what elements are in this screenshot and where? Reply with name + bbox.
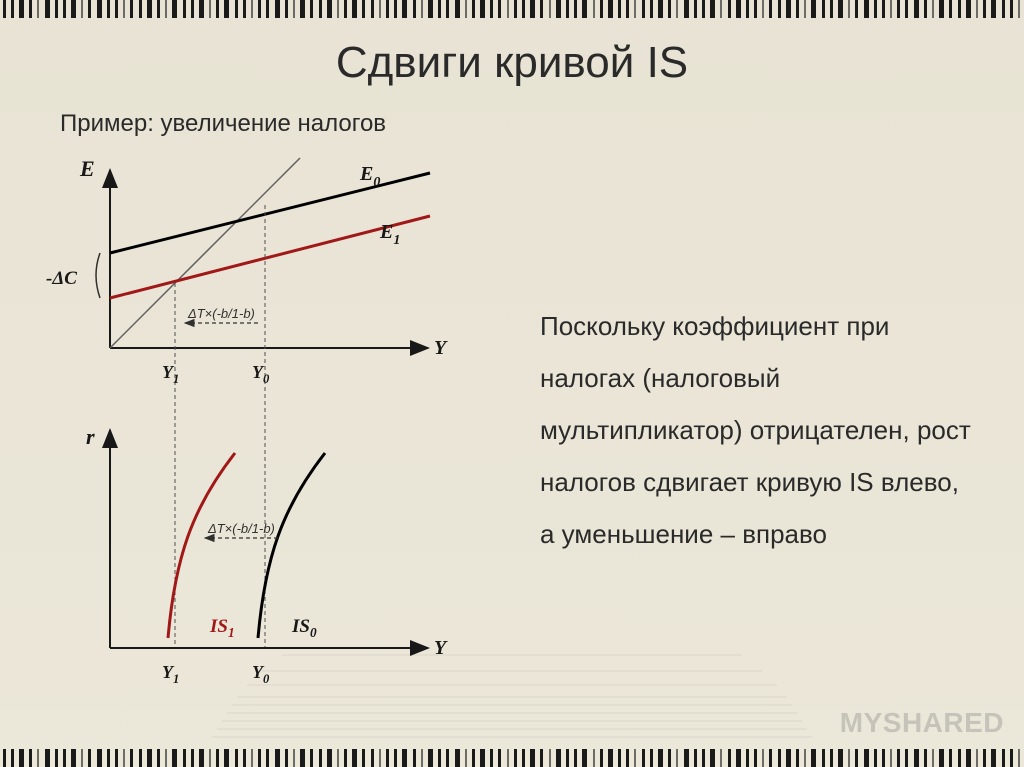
chart2-tick-y0: Y0 — [252, 662, 270, 686]
chart1-formula: ΔT×(-b/1-b) — [187, 306, 255, 321]
label-e0: E0 — [359, 163, 380, 190]
label-is0: IS0 — [291, 616, 317, 640]
chart1-tick-y1: Y1 — [162, 362, 179, 386]
chart1-y-label: E — [79, 156, 95, 181]
chart2-tick-y1: Y1 — [162, 662, 179, 686]
curve-is1 — [168, 453, 235, 638]
barcode-strip-top — [0, 0, 1024, 18]
label-is1: IS1 — [209, 616, 235, 640]
label-delta-c: -ΔC — [46, 268, 77, 289]
chart1-tick-y0: Y0 — [252, 362, 270, 386]
charts-container: ΔT×(-b/1-b) E Y E0 E1 -ΔC Y1 Y0 ΔT×(-b/1… — [40, 148, 500, 708]
chart2-formula: ΔT×(-b/1-b) — [207, 521, 275, 536]
explanation-text: Поскольку коэффициент при налогах (налог… — [540, 300, 980, 560]
delta-c-brace — [96, 253, 100, 298]
is-shift-diagram: ΔT×(-b/1-b) E Y E0 E1 -ΔC Y1 Y0 ΔT×(-b/1… — [40, 148, 500, 708]
barcode-strip-bottom — [0, 749, 1024, 767]
slide-subtitle: Пример: увеличение налогов — [60, 110, 386, 138]
curve-is0 — [258, 453, 325, 638]
slide-title: Сдвиги кривой IS — [0, 38, 1024, 88]
chart2-x-label: Y — [434, 637, 448, 659]
chart2-y-label: r — [86, 424, 95, 449]
watermark-text: MYSHARED — [840, 707, 1004, 739]
chart1-x-label: Y — [434, 337, 448, 359]
